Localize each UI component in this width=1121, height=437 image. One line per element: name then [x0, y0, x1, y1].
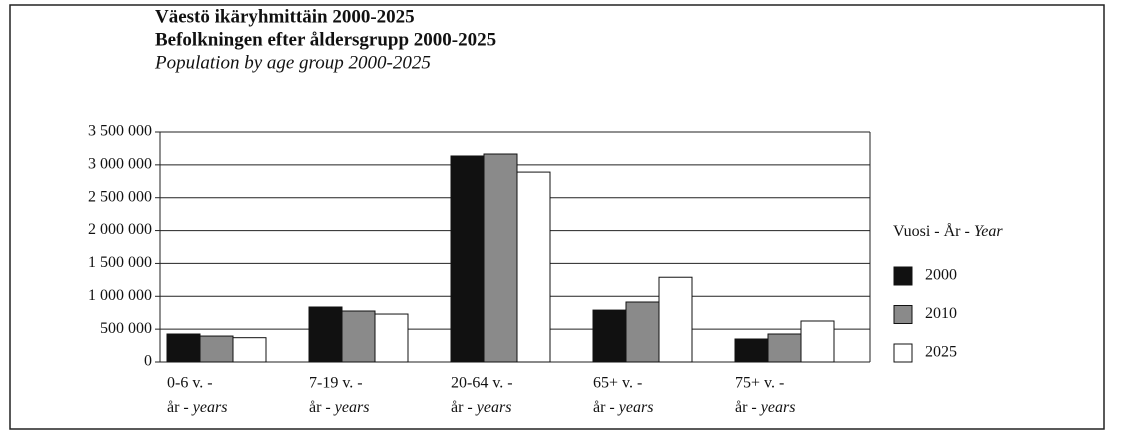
x-tick-label: 75+ v. -: [735, 375, 784, 392]
x-tick-label-part: years: [759, 399, 796, 416]
bar: [199, 335, 234, 363]
x-tick-label-part: år -: [167, 399, 189, 416]
x-tick-label: 0-6 v. -: [167, 375, 213, 392]
bar: [341, 310, 376, 363]
x-tick-label: år - years: [593, 399, 653, 416]
y-tick-label: 0: [144, 353, 152, 370]
y-tick-label: 3 000 000: [88, 156, 152, 173]
legend-swatch: [893, 305, 913, 324]
bar: [767, 333, 802, 363]
bar: [166, 333, 201, 363]
chart-title: Väestö ikäryhmittäin 2000-2025: [155, 6, 415, 27]
x-tick-label-part: år -: [451, 399, 473, 416]
y-tick-label: 2 500 000: [88, 188, 152, 205]
x-tick-label-part: years: [617, 399, 654, 416]
y-tick-label: 1 000 000: [88, 287, 152, 304]
legend-title-part: Year: [974, 223, 1004, 240]
x-tick-label: år - years: [167, 399, 227, 416]
y-tick-label: 1 500 000: [88, 254, 152, 271]
x-tick-label-part: years: [333, 399, 370, 416]
x-tick-label: 65+ v. -: [593, 375, 642, 392]
chart-subtitle: Befolkningen efter åldersgrupp 2000-2025: [155, 29, 496, 50]
bar: [483, 153, 518, 363]
x-tick-label: år - years: [735, 399, 795, 416]
x-tick-label-part: years: [191, 399, 228, 416]
x-tick-label-part: år -: [309, 399, 331, 416]
bar: [658, 276, 693, 363]
y-tick-label: 3 500 000: [88, 123, 152, 140]
legend-label: 2025: [925, 344, 957, 361]
bar: [450, 155, 485, 363]
x-tick-label-part: år -: [735, 399, 757, 416]
legend-title-part: Vuosi - År -: [893, 222, 970, 240]
x-tick-label: 7-19 v. -: [309, 375, 363, 392]
x-tick-label: 20-64 v. -: [451, 375, 513, 392]
bar: [516, 171, 551, 363]
bar: [734, 338, 769, 363]
bar: [308, 306, 343, 363]
frame: [9, 4, 1105, 430]
x-tick-label-part: år -: [593, 399, 615, 416]
legend-label: 2000: [925, 267, 957, 284]
bar: [625, 301, 660, 363]
legend-title: Vuosi - År - Year: [893, 222, 1003, 240]
legend-swatch: [893, 343, 913, 363]
bar: [800, 320, 835, 363]
bar: [232, 337, 267, 363]
bar: [592, 309, 627, 363]
legend-swatch: [893, 266, 913, 286]
x-tick-label-part: years: [475, 399, 512, 416]
y-tick-label: 2 000 000: [88, 221, 152, 238]
chart-subtitle-en: Population by age group 2000-2025: [154, 52, 431, 73]
x-tick-label: år - years: [309, 399, 369, 416]
legend-label: 2010: [925, 305, 957, 322]
x-tick-label: år - years: [451, 399, 511, 416]
y-tick-label: 500 000: [100, 320, 152, 337]
bar: [374, 313, 409, 363]
